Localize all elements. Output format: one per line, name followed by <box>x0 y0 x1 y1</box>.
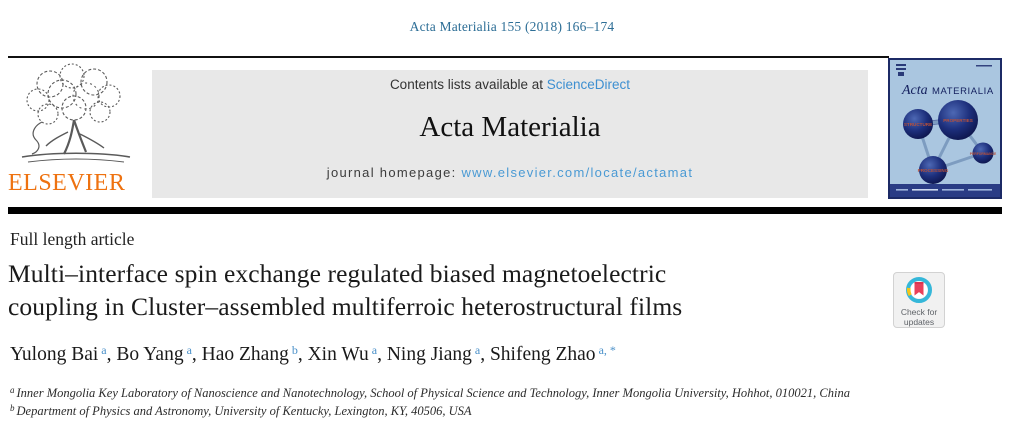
cover-sphere-performance <box>972 142 994 164</box>
cover-sphere-processing <box>919 156 947 184</box>
cover-sphere-structure <box>903 109 933 139</box>
author-list: Yulong Bai a, Bo Yang a, Hao Zhang b, Xin W… <box>10 344 616 366</box>
article-type-label: Full length article <box>10 229 135 249</box>
corresponding-author-sup[interactable]: a, * <box>598 343 616 357</box>
cover-label-structure: STRUCTURE <box>904 122 932 127</box>
cover-label-properties: PROPERTIES <box>943 118 973 123</box>
cover-title-acta: Acta <box>901 83 928 98</box>
contents-line: Contents lists available at ScienceDirec… <box>152 77 868 92</box>
author: Bo Yang a, <box>116 343 202 365</box>
journal-title: Acta Materialia <box>419 111 601 143</box>
article-title-line2: coupling in Cluster–assembled multiferro… <box>8 292 683 321</box>
author-affil-sup: a <box>371 343 378 357</box>
homepage-prefix: journal homepage: <box>326 165 462 180</box>
author-affil-sup: a <box>186 343 192 357</box>
cover-mini-logo <box>896 64 906 76</box>
author-affil-sup: b <box>291 343 298 357</box>
author: Ning Jiang a, <box>386 343 490 365</box>
author: Shifeng Zhao a, * <box>489 343 616 365</box>
header-divider-thick <box>8 207 1002 214</box>
homepage-url-link[interactable]: www.elsevier.com/locate/actamat <box>461 165 694 180</box>
sciencedirect-link[interactable]: ScienceDirect <box>546 77 631 92</box>
check-for-updates-text: Check for updates <box>900 307 938 327</box>
journal-cover-thumbnail: Acta MATERIALIA STRUCTURE PROPE <box>888 58 1002 199</box>
contents-prefix: Contents lists available at <box>389 77 547 92</box>
homepage-line: journal homepage: www.elsevier.com/locat… <box>152 165 868 180</box>
elsevier-logo: ELSEVIER <box>8 62 148 200</box>
article-title: Multi–interface spin exchange regulated … <box>8 257 868 323</box>
cover-label-performance: PERFORMANCE <box>970 152 997 156</box>
affiliation-a: a Inner Mongolia Key Laboratory of Nanosc… <box>10 385 850 401</box>
header-divider-thin <box>8 56 889 58</box>
author: Yulong Bai a, <box>10 343 117 365</box>
author-affil-sup: a <box>101 343 107 357</box>
elsevier-wordmark: ELSEVIER <box>8 170 126 196</box>
article-title-line1: Multi–interface spin exchange regulated … <box>8 259 667 288</box>
check-for-updates-icon <box>906 277 932 303</box>
journal-masthead: Contents lists available at ScienceDirec… <box>152 70 868 198</box>
cover-label-processing: PROCESSING <box>918 168 949 173</box>
author: Hao Zhang b, <box>201 343 308 365</box>
author: Xin Wu a, <box>307 343 387 365</box>
citation-line: Acta Materialia 155 (2018) 166–174 <box>409 19 615 34</box>
author-affil-sup: a <box>474 343 481 357</box>
cover-sphere-properties <box>938 100 978 140</box>
elsevier-tree-icon <box>21 63 131 163</box>
affiliation-list: a Inner Mongolia Key Laboratory of Nanosc… <box>10 384 858 420</box>
cover-title-materialia: MATERIALIA <box>932 86 994 97</box>
check-for-updates-badge[interactable]: Check for updates <box>893 272 945 328</box>
affiliation-b: b Department of Physics and Astronomy, Un… <box>10 403 472 419</box>
